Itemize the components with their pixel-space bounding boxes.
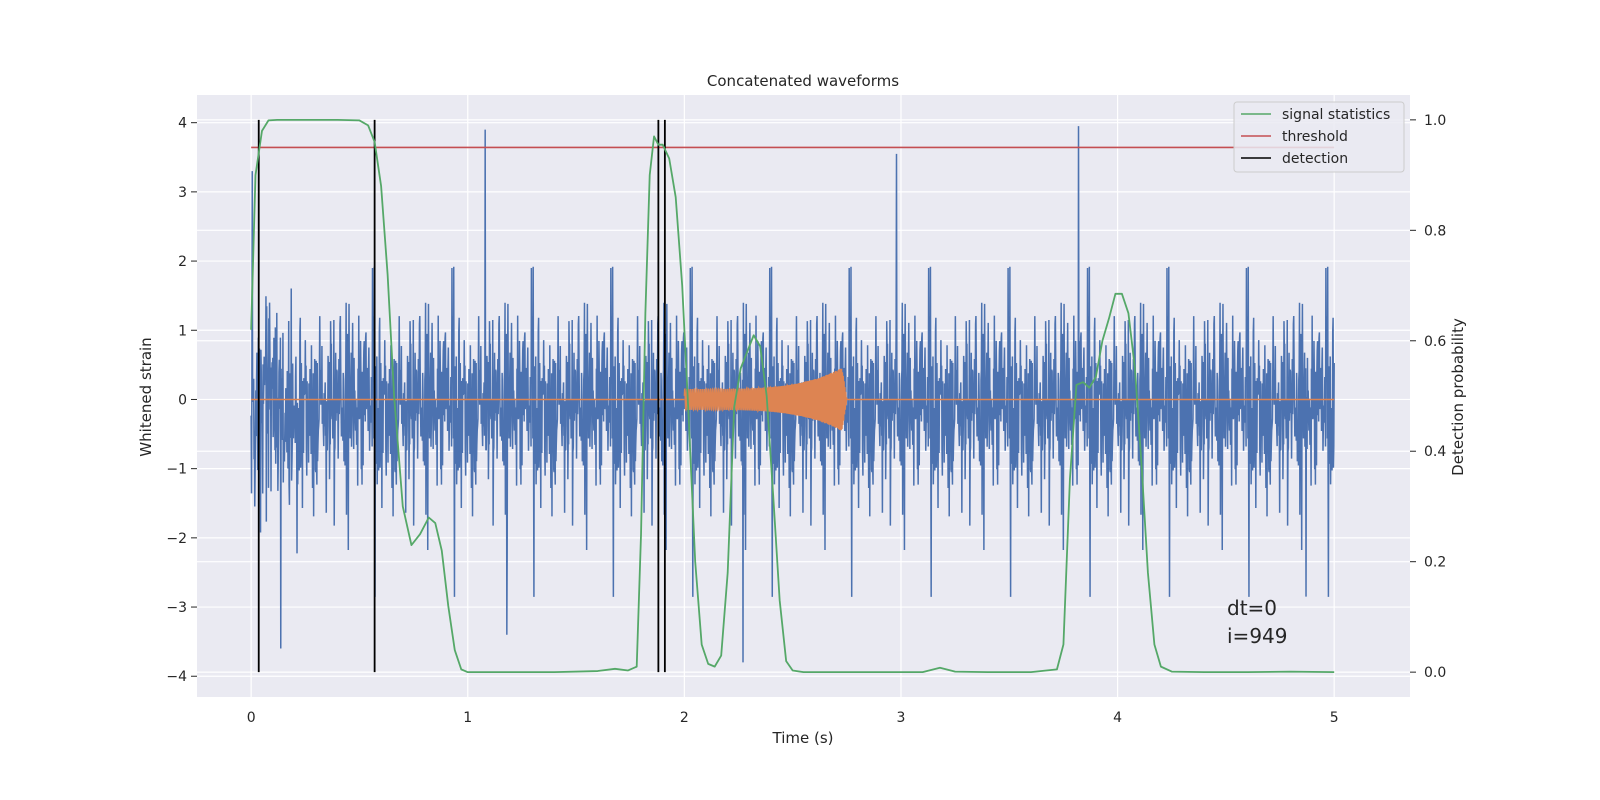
x-tick-label: 3 xyxy=(897,710,906,726)
legend-frame xyxy=(1233,101,1405,173)
y-tick-label: −1 xyxy=(166,462,187,478)
x-tick-label: 4 xyxy=(1113,710,1122,726)
y2-tick-label: 0.6 xyxy=(1424,334,1446,350)
y-tick-label: 0 xyxy=(178,392,187,408)
y-tick-label: −4 xyxy=(166,669,187,685)
x-tick-label: 2 xyxy=(680,710,689,726)
y-tick-label: 1 xyxy=(178,323,187,339)
y-tick-label: 3 xyxy=(178,185,187,201)
signal-statistics-series xyxy=(250,118,1335,674)
annotation-i: i=949 xyxy=(1227,624,1288,648)
right-axis: 0.0 0.2 0.4 0.6 0.8 1.0 xyxy=(1410,113,1446,681)
x-tick-label: 5 xyxy=(1330,710,1339,726)
signal-statistics-line xyxy=(250,118,1335,674)
legend-label-detection: detection xyxy=(1282,151,1348,167)
y-tick-label: −2 xyxy=(166,531,187,547)
strain-line xyxy=(250,126,1335,663)
chart-title: Concatenated waveforms xyxy=(707,72,899,90)
annotation-dt: dt=0 xyxy=(1227,596,1277,620)
y2-tick-label: 0.2 xyxy=(1424,555,1446,571)
bottom-axis: 0 1 2 3 4 5 xyxy=(247,710,1339,726)
legend-label-signal-statistics: signal statistics xyxy=(1282,107,1390,123)
y2-tick-label: 0.4 xyxy=(1424,444,1446,460)
left-axis: −4 −3 −2 −1 0 1 2 3 4 xyxy=(166,116,197,685)
x-tick-label: 1 xyxy=(463,710,472,726)
x-tick-label: 0 xyxy=(247,710,256,726)
y2-tick-label: 1.0 xyxy=(1424,113,1446,129)
y-tick-label: −3 xyxy=(166,600,187,616)
detection-series xyxy=(257,119,666,673)
legend-label-threshold: threshold xyxy=(1282,129,1348,145)
legend: signal statistics threshold detection xyxy=(1233,101,1405,173)
y-tick-label: 2 xyxy=(178,254,187,270)
x-axis-label: Time (s) xyxy=(772,729,834,747)
y-axis-label: Whitened strain xyxy=(137,337,155,456)
y2-tick-label: 0.8 xyxy=(1424,223,1446,239)
y-tick-label: 4 xyxy=(178,116,187,132)
y2-tick-label: 0.0 xyxy=(1424,665,1446,681)
strain-series xyxy=(250,126,1335,663)
y2-axis-label: Detection probability xyxy=(1449,318,1467,476)
